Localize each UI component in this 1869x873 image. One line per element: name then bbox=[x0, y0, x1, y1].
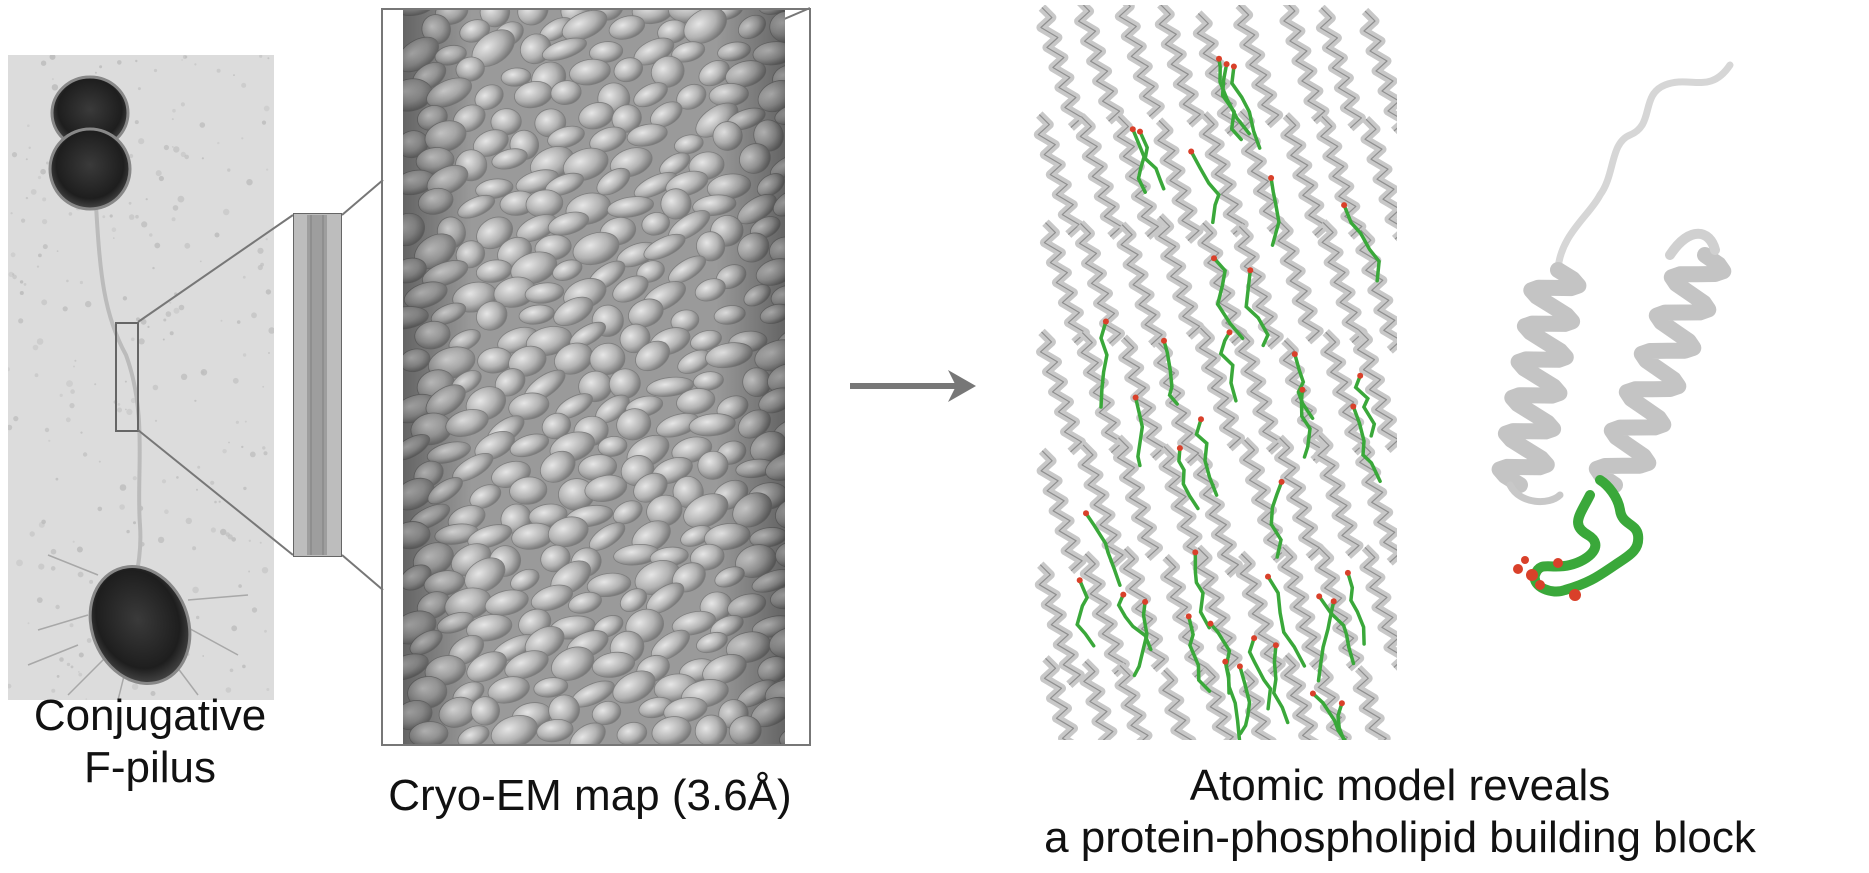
protein-helices bbox=[1033, 5, 1397, 740]
bacterium-cell-bottom bbox=[27, 554, 249, 700]
phospholipid-icon bbox=[1513, 475, 1644, 601]
atomic-model-filament bbox=[1032, 5, 1397, 740]
atomic-model-panel bbox=[1032, 5, 1397, 740]
phospholipid-chains bbox=[1075, 55, 1382, 740]
cryoem-map-panel bbox=[381, 8, 811, 746]
micrograph-caption: Conjugative F-pilus bbox=[0, 690, 300, 794]
cryoem-caption: Cryo-EM map (3.6Å) bbox=[330, 770, 850, 822]
micrograph-image bbox=[8, 55, 274, 700]
cryoem-frame bbox=[381, 8, 811, 746]
cryoem-caption-text: Cryo-EM map (3.6Å) bbox=[388, 771, 792, 820]
model-caption-line2: a protein-phospholipid building block bbox=[1044, 813, 1756, 862]
cryoem-density bbox=[381, 8, 811, 746]
micrograph-panel bbox=[8, 55, 274, 700]
zoom-strip bbox=[293, 213, 342, 557]
bacterium-cell-top bbox=[48, 75, 132, 211]
model-caption-line1: Atomic model reveals bbox=[1189, 761, 1611, 810]
model-caption: Atomic model reveals a protein-phospholi… bbox=[940, 760, 1860, 864]
zoom-source-box bbox=[115, 322, 139, 432]
arrow-right-icon bbox=[848, 368, 978, 404]
micrograph-caption-line2: F-pilus bbox=[83, 743, 217, 792]
building-block-panel bbox=[1440, 55, 1740, 625]
micrograph-caption-line1: Conjugative bbox=[33, 691, 267, 740]
helix-ribbon-icon bbox=[1491, 61, 1734, 601]
